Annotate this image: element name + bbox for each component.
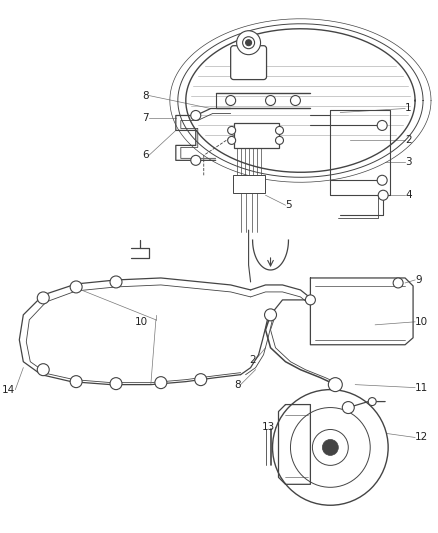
Circle shape bbox=[37, 292, 49, 304]
Circle shape bbox=[37, 364, 49, 376]
Text: 10: 10 bbox=[134, 317, 148, 327]
Circle shape bbox=[70, 376, 82, 387]
Circle shape bbox=[265, 95, 276, 106]
FancyBboxPatch shape bbox=[231, 46, 267, 79]
Circle shape bbox=[328, 378, 343, 392]
Text: 12: 12 bbox=[415, 432, 428, 442]
Circle shape bbox=[191, 155, 201, 165]
Text: 5: 5 bbox=[286, 200, 292, 210]
Circle shape bbox=[228, 126, 236, 134]
Bar bbox=[233, 175, 265, 193]
Circle shape bbox=[195, 374, 207, 385]
Bar bbox=[233, 124, 279, 148]
Circle shape bbox=[272, 390, 388, 505]
Circle shape bbox=[191, 110, 201, 120]
Circle shape bbox=[322, 439, 338, 455]
Text: 10: 10 bbox=[415, 317, 428, 327]
Circle shape bbox=[368, 398, 376, 406]
Text: 11: 11 bbox=[415, 383, 428, 393]
Circle shape bbox=[243, 37, 254, 49]
Circle shape bbox=[110, 276, 122, 288]
Text: 14: 14 bbox=[2, 385, 15, 394]
Circle shape bbox=[226, 95, 236, 106]
Text: 7: 7 bbox=[142, 114, 149, 124]
Text: 2: 2 bbox=[405, 135, 412, 146]
Circle shape bbox=[228, 136, 236, 144]
Circle shape bbox=[276, 136, 283, 144]
Text: 2: 2 bbox=[249, 354, 256, 365]
Circle shape bbox=[155, 377, 167, 389]
Circle shape bbox=[110, 378, 122, 390]
Circle shape bbox=[70, 281, 82, 293]
Circle shape bbox=[377, 120, 387, 131]
Text: 4: 4 bbox=[405, 190, 412, 200]
Circle shape bbox=[290, 95, 300, 106]
Circle shape bbox=[276, 126, 283, 134]
Circle shape bbox=[246, 40, 251, 46]
Text: 8: 8 bbox=[234, 379, 240, 390]
Text: 6: 6 bbox=[142, 150, 149, 160]
Circle shape bbox=[312, 430, 348, 465]
Circle shape bbox=[237, 31, 261, 55]
Circle shape bbox=[343, 401, 354, 414]
Text: 8: 8 bbox=[142, 91, 149, 101]
Circle shape bbox=[265, 309, 276, 321]
Text: 1: 1 bbox=[405, 103, 412, 114]
Circle shape bbox=[305, 295, 315, 305]
Circle shape bbox=[378, 190, 388, 200]
Text: 9: 9 bbox=[415, 275, 422, 285]
Circle shape bbox=[377, 175, 387, 185]
Circle shape bbox=[393, 278, 403, 288]
Circle shape bbox=[290, 408, 370, 487]
Text: 13: 13 bbox=[262, 423, 276, 432]
Text: 3: 3 bbox=[405, 157, 412, 167]
